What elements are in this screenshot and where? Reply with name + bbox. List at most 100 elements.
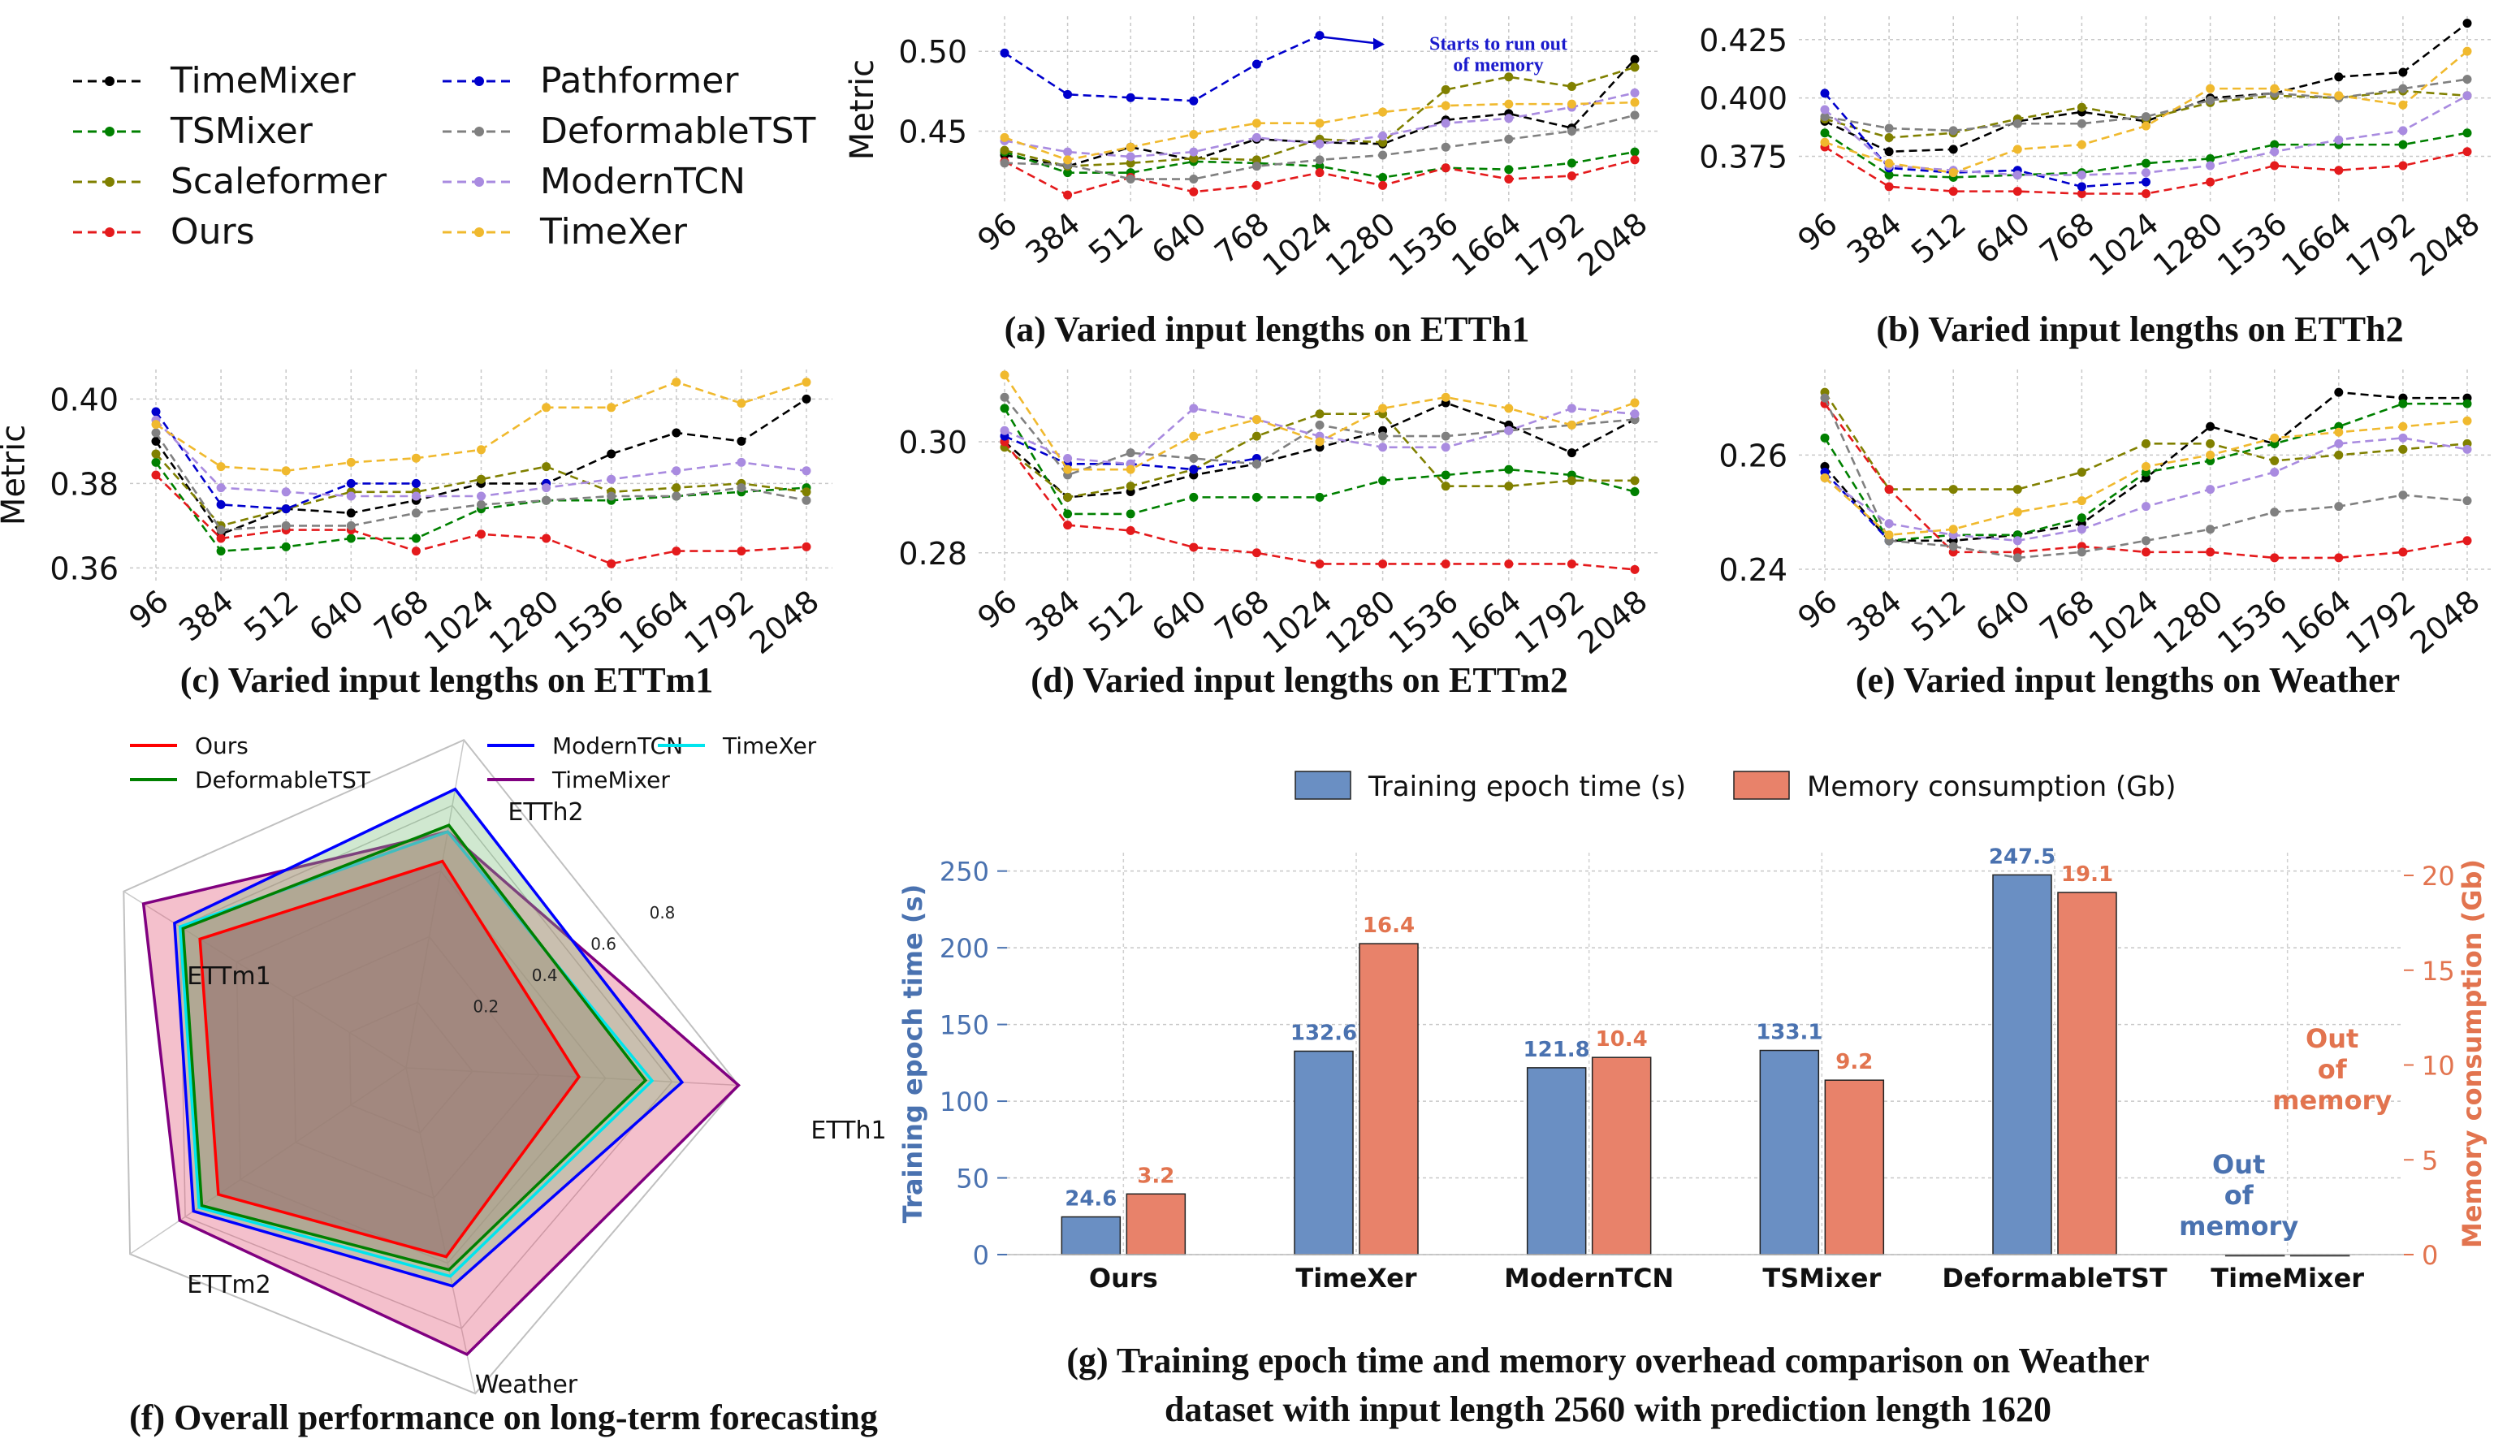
bar-memory-ModernTCN: [1591, 1056, 1652, 1255]
data-point-DeformableTST: [737, 483, 746, 493]
series-line-Ours: [1003, 441, 1636, 571]
radar-grid-ring: [179, 805, 673, 1329]
data-point-TimeXer: [607, 403, 616, 413]
radar-outer-ring: [123, 739, 740, 1395]
data-point-TSMixer: [1441, 470, 1450, 480]
x-tick-label: 1664: [2275, 205, 2358, 283]
bar-time-TimeXer: [1294, 1050, 1354, 1255]
radar-legend-label-TimeXer: TimeXer: [722, 732, 817, 759]
bar-y-right-tick: 15: [2422, 956, 2455, 987]
data-point-Scaleformer: [1063, 492, 1073, 502]
bar-legend-label-memory: Memory consumption (Gb): [1807, 771, 2176, 803]
data-point-Ours: [2077, 189, 2086, 198]
data-point-TimeXer: [2012, 508, 2022, 517]
data-point-TSMixer: [2077, 513, 2086, 523]
data-point-DeformableTST: [2206, 525, 2215, 534]
bar-legend-label-time: Training epoch time (s): [1368, 771, 1686, 803]
data-point-DeformableTST: [1000, 392, 1009, 402]
data-point-DeformableTST: [1378, 150, 1388, 160]
x-tick-label: 640: [1145, 583, 1213, 648]
x-tick-label: 384: [172, 583, 240, 648]
y-tick-label: 0.40: [50, 382, 119, 417]
radar-legend-label-DeformableTST: DeformableTST: [195, 767, 371, 793]
x-tick-label: 1536: [1382, 205, 1465, 283]
data-point-DeformableTST: [2142, 112, 2150, 122]
bar-y-left-tick: 50: [956, 1164, 989, 1195]
data-point-TSMixer: [1315, 162, 1325, 171]
bar-time-value-label: 24.6: [1065, 1187, 1117, 1212]
data-point-TSMixer: [1820, 128, 1830, 138]
data-point-Pathformer: [151, 407, 161, 417]
x-tick-label: 640: [1969, 205, 2037, 270]
series-line-TimeMixer: [1004, 58, 1636, 168]
data-point-Ours: [1504, 175, 1514, 184]
data-point-Scaleformer: [1126, 482, 1135, 491]
oom-time-label: of: [2224, 1180, 2254, 1211]
data-point-DeformableTST: [1948, 126, 1958, 136]
data-point-Ours: [216, 534, 226, 543]
data-point-Scaleformer: [2142, 439, 2150, 448]
data-point-Ours: [2142, 189, 2150, 198]
data-point-TSMixer: [1630, 147, 1640, 157]
data-point-Scaleformer: [2077, 102, 2086, 112]
data-point-ModernTCN: [607, 474, 616, 484]
data-point-Scaleformer: [1504, 72, 1514, 82]
y-tick-label: 0.26: [1718, 438, 1787, 473]
bar-y-right-tick: 5: [2422, 1145, 2438, 1176]
data-point-TimeMixer: [672, 428, 681, 438]
data-point-DeformableTST: [607, 491, 616, 501]
radar-tick-label: 0.4: [532, 966, 558, 985]
x-tick-label: 1664: [612, 583, 695, 661]
data-point-Scaleformer: [2398, 444, 2408, 454]
data-point-Ours: [1630, 564, 1640, 574]
data-point-ModernTCN: [1000, 426, 1009, 435]
bar-time-DeformableTST: [1992, 874, 2052, 1255]
data-point-Ours: [2334, 553, 2344, 563]
data-point-Pathformer: [2077, 182, 2086, 192]
data-point-Pathformer: [1820, 89, 1830, 98]
data-point-DeformableTST: [1189, 453, 1199, 463]
data-point-DeformableTST: [1126, 448, 1135, 458]
data-point-DeformableTST: [1251, 162, 1261, 171]
data-point-Pathformer: [2142, 177, 2150, 187]
bar-memory-Ours: [1126, 1193, 1187, 1255]
y-tick-label: 0.36: [50, 551, 119, 586]
y-tick-label: 0.50: [898, 34, 967, 70]
data-point-DeformableTST: [802, 495, 811, 505]
data-point-Ours: [737, 547, 746, 556]
data-point-DeformableTST: [1567, 127, 1576, 136]
data-point-Pathformer: [1126, 93, 1135, 102]
x-tick-label: 96: [970, 583, 1023, 636]
data-point-TSMixer: [1567, 158, 1576, 168]
line-chart-a: 0.450.5096384512640768102412801536166417…: [844, 16, 1661, 283]
legend-marker-TimeMixer: [105, 76, 115, 86]
data-point-TimeXer: [281, 466, 291, 476]
data-point-TimeXer: [1000, 132, 1009, 142]
x-tick-label: 384: [1019, 583, 1087, 648]
radar-series-Ours: [198, 859, 581, 1259]
radar-legend-label-Ours: Ours: [195, 732, 249, 759]
data-point-Ours: [1884, 485, 1894, 495]
data-point-TSMixer: [1820, 433, 1830, 443]
x-tick-label: 512: [1082, 583, 1150, 648]
oom-time-label: Out: [2212, 1149, 2265, 1180]
line-chart-d: 0.280.3096384512640768102412801536166417…: [898, 369, 1661, 661]
data-point-TimeXer: [2334, 427, 2344, 437]
data-point-ModernTCN: [216, 483, 226, 493]
data-point-Ours: [1567, 559, 1576, 568]
radar-tick-label: 0.2: [473, 997, 499, 1017]
data-point-TSMixer: [151, 457, 161, 467]
data-point-Ours: [2142, 547, 2150, 557]
radar-legend-label-TimeMixer: TimeMixer: [551, 767, 670, 793]
data-point-TSMixer: [346, 534, 356, 543]
data-point-ModernTCN: [2334, 135, 2344, 145]
data-point-Ours: [1063, 190, 1073, 200]
data-point-TimeXer: [1948, 525, 1958, 534]
data-point-DeformableTST: [1315, 420, 1325, 430]
bar-time-value-label: 121.8: [1524, 1038, 1590, 1062]
data-point-ModernTCN: [281, 487, 291, 497]
radar-axis-label: ETTh2: [508, 798, 583, 827]
x-tick-label: 1792: [2339, 583, 2422, 661]
x-tick-label: 1280: [1319, 205, 1402, 283]
x-tick-label: 1024: [1256, 583, 1338, 661]
